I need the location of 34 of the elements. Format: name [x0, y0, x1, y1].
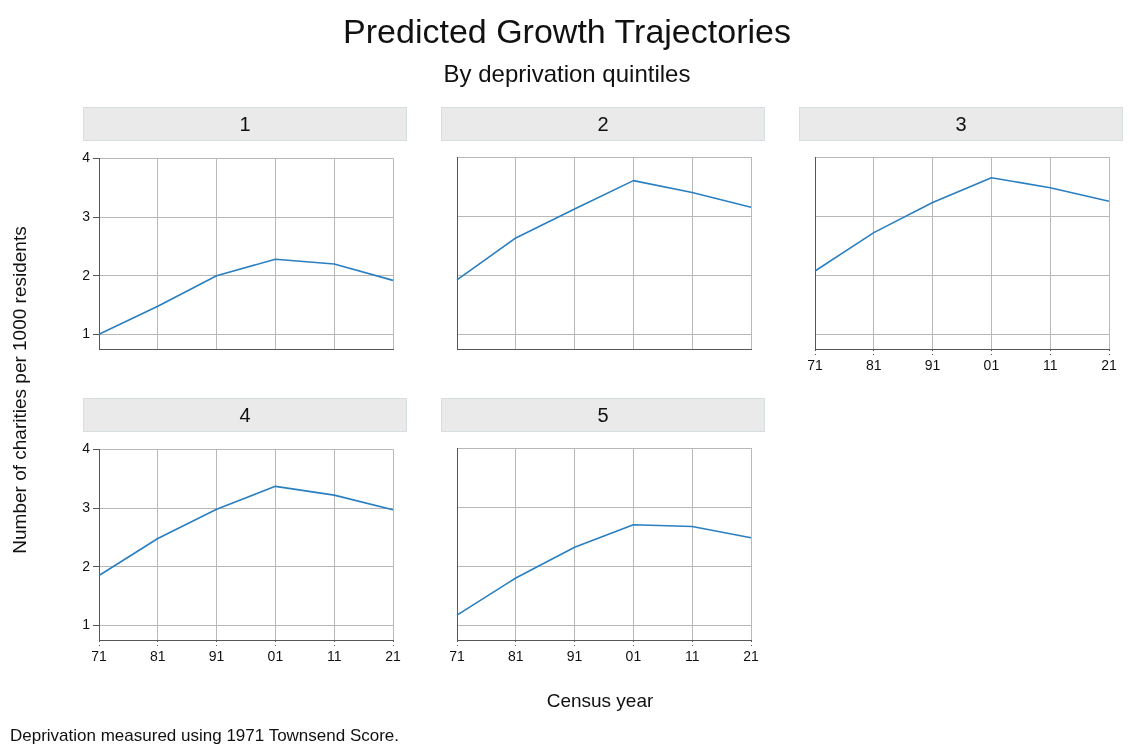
chart-title: 5 — [441, 398, 765, 432]
x-tick-label: 81 — [866, 357, 882, 374]
y-tick-label: 3 — [82, 207, 91, 224]
y-tick-label: 2 — [82, 557, 91, 574]
y-tick-label: 3 — [82, 498, 91, 515]
x-tick-label: 21 — [385, 648, 401, 665]
x-tick-label: 11 — [684, 648, 700, 665]
text: Number of charities per 1000 residents — [9, 226, 31, 554]
x-tick-label: 11 — [1042, 357, 1058, 374]
x-tick-label: 01 — [267, 648, 284, 665]
x-tick-label: 21 — [743, 648, 759, 665]
y-tick-label: 4 — [82, 149, 91, 166]
x-tick-label: 71 — [449, 648, 465, 665]
y-tick-label: 2 — [82, 266, 91, 283]
x-tick-label: 71 — [807, 357, 823, 374]
y-tick-label: 1 — [82, 325, 91, 342]
text: Predicted Growth Trajectories — [342, 12, 792, 51]
x-tick-label: 91 — [924, 357, 941, 374]
x-tick-label: 91 — [208, 648, 225, 665]
x-tick-label: 01 — [983, 357, 1000, 374]
x-tick-label: 21 — [1101, 357, 1117, 374]
x-tick-label: 01 — [625, 648, 642, 665]
y-tick-label: 1 — [82, 616, 91, 633]
text: Census year — [545, 690, 655, 712]
chart-title: 3 — [799, 107, 1123, 141]
x-tick-label: 11 — [326, 648, 342, 665]
y-tick-label: 4 — [82, 440, 91, 457]
chart-title: 2 — [441, 107, 765, 141]
text: By deprivation quintiles — [442, 60, 692, 88]
text: Deprivation measured using 1971 Townsend Score. — [10, 726, 400, 746]
x-tick-label: 81 — [150, 648, 166, 665]
x-tick-label: 91 — [566, 648, 583, 665]
x-tick-label: 81 — [508, 648, 524, 665]
x-tick-label: 71 — [91, 648, 107, 665]
